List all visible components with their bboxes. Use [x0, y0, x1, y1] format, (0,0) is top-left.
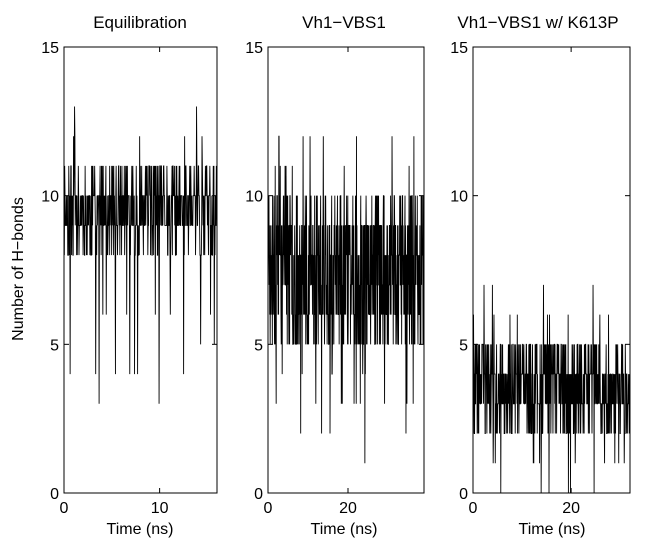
x-tick-label: 0: [264, 500, 273, 517]
x-tick-label: 0: [469, 500, 478, 517]
plot-area: 0 5 10 15 0 20: [450, 40, 631, 517]
y-tick-label: 15: [41, 40, 59, 57]
x-tick-label: 20: [562, 500, 580, 517]
y-tick-label: 10: [41, 189, 59, 206]
y-tick-label: 5: [459, 337, 468, 354]
axes-frame: [472, 46, 631, 494]
x-axis-label: Time (ns): [107, 521, 174, 538]
x-axis-label: Time (ns): [311, 521, 378, 538]
y-tick-label: 5: [254, 337, 263, 354]
y-tick-label: 0: [254, 486, 263, 503]
subplot-title: Vh1−VBS1: [302, 13, 386, 32]
x-tick-label: 0: [60, 500, 69, 517]
y-tick-label: 15: [245, 40, 263, 57]
axes-frame: [267, 46, 425, 494]
subplot-title: Equilibration: [93, 13, 187, 32]
y-tick-label: 10: [450, 189, 468, 206]
subplot-equilibration: Equilibration Time (ns) 0 5 10 15 0 10: [41, 13, 218, 538]
subplot-title: Vh1−VBS1 w/ K613P: [457, 13, 618, 32]
y-tick-label: 10: [245, 189, 263, 206]
plot-area: 0 5 10 15 0 10: [41, 40, 218, 517]
y-axis-label: Number of H−bonds: [10, 197, 27, 341]
x-tick-label: 10: [151, 500, 169, 517]
y-tick-label: 0: [459, 486, 468, 503]
subplot-vh1-vbs1: Vh1−VBS1 Time (ns) 0 5 10 15 0 20: [245, 13, 425, 538]
subplot-vh1-vbs1-k613p: Vh1−VBS1 w/ K613P Time (ns) 0 5 10 15 0 20: [450, 13, 631, 538]
y-tick-label: 5: [50, 337, 59, 354]
axes-frame: [63, 46, 218, 494]
y-tick-label: 15: [450, 40, 468, 57]
series-line: [63, 106, 218, 404]
series-line: [267, 135, 425, 464]
plot-area: 0 5 10 15 0 20: [245, 40, 425, 517]
x-tick-label: 20: [339, 500, 357, 517]
x-axis-label: Time (ns): [519, 521, 586, 538]
series-line: [472, 284, 631, 494]
y-tick-label: 0: [50, 486, 59, 503]
